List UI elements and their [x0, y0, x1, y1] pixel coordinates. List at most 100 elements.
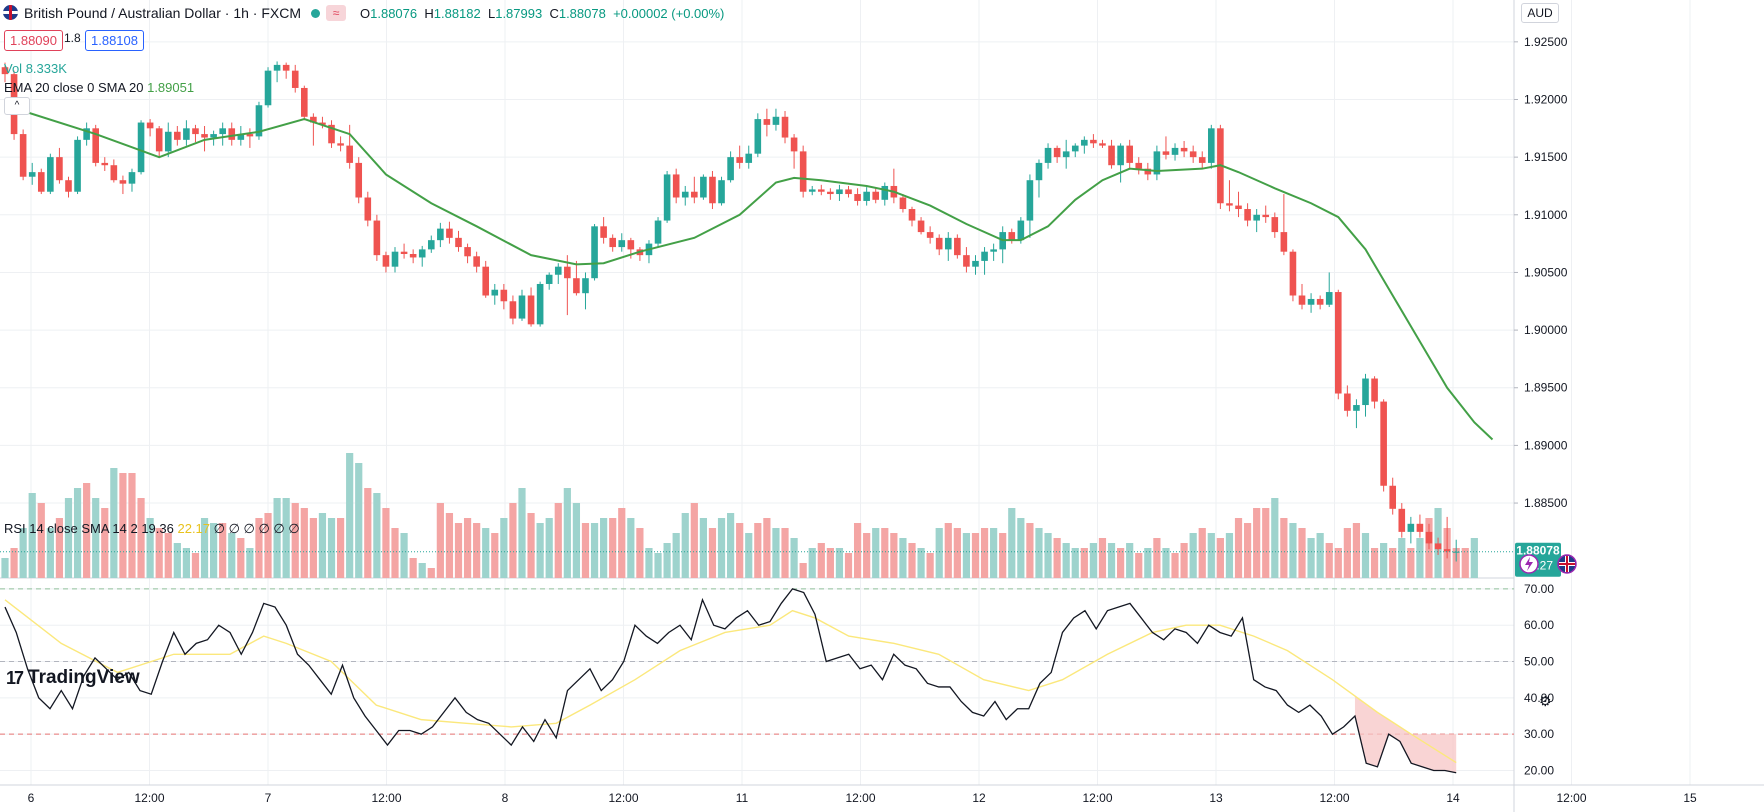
candle-body[interactable] — [1452, 551, 1460, 553]
candle-body[interactable] — [700, 176, 707, 198]
candle-body[interactable] — [1244, 209, 1251, 221]
candle-body[interactable] — [1062, 151, 1070, 158]
uk-flag-event-icon[interactable] — [1557, 554, 1577, 574]
candle-body[interactable] — [228, 128, 236, 140]
candle-body[interactable] — [981, 251, 988, 261]
candle-body[interactable] — [491, 289, 499, 296]
candle-body[interactable] — [1334, 292, 1342, 394]
candle-body[interactable] — [808, 189, 816, 192]
ema-legend[interactable]: EMA 20 close 0 SMA 20 1.89051 — [4, 80, 194, 95]
candle-body[interactable] — [418, 249, 426, 258]
candle-body[interactable] — [219, 128, 226, 135]
candle-body[interactable] — [545, 274, 553, 284]
candle-body[interactable] — [1371, 378, 1378, 402]
candle-body[interactable] — [772, 116, 780, 125]
candle-body[interactable] — [745, 153, 753, 163]
candle-body[interactable] — [210, 134, 217, 138]
candle-body[interactable] — [19, 134, 27, 177]
candle-body[interactable] — [1425, 531, 1433, 544]
candle-body[interactable] — [536, 283, 544, 325]
candle-body[interactable] — [319, 122, 326, 125]
candle-body[interactable] — [1189, 151, 1197, 158]
candle-body[interactable] — [301, 87, 308, 117]
candle-body[interactable] — [1398, 508, 1406, 532]
candle-body[interactable] — [509, 301, 517, 319]
candle-body[interactable] — [1, 67, 9, 75]
candle-body[interactable] — [908, 209, 916, 221]
candle-body[interactable] — [346, 145, 353, 163]
candle-body[interactable] — [74, 139, 81, 192]
candle-body[interactable] — [591, 226, 598, 279]
candle-body[interactable] — [1053, 147, 1061, 158]
candle-body[interactable] — [1108, 145, 1115, 166]
candle-body[interactable] — [963, 255, 970, 267]
candle-body[interactable] — [1180, 147, 1188, 152]
candle-body[interactable] — [1298, 295, 1306, 305]
candle-body[interactable] — [282, 64, 290, 71]
candle-body[interactable] — [663, 174, 671, 221]
candle-body[interactable] — [482, 266, 490, 296]
candle-body[interactable] — [1099, 143, 1106, 146]
candle-body[interactable] — [1144, 168, 1152, 175]
candle-body[interactable] — [446, 228, 453, 238]
candle-body[interactable] — [827, 191, 834, 195]
candle-body[interactable] — [1307, 298, 1315, 305]
candle-body[interactable] — [464, 247, 471, 257]
candle-body[interactable] — [863, 191, 870, 201]
candle-body[interactable] — [1353, 405, 1360, 411]
candle-body[interactable] — [1126, 145, 1133, 163]
candle-body[interactable] — [1208, 128, 1215, 163]
candle-body[interactable] — [926, 232, 934, 238]
candle-body[interactable] — [899, 197, 907, 210]
candle-body[interactable] — [56, 157, 63, 181]
candle-body[interactable] — [310, 116, 317, 123]
candle-body[interactable] — [237, 134, 245, 140]
candle-body[interactable] — [954, 237, 961, 256]
collapse-legend-button[interactable]: ^ — [4, 97, 30, 115]
candle-body[interactable] — [1117, 145, 1124, 166]
candle-body[interactable] — [1389, 485, 1397, 509]
candle-body[interactable] — [1017, 220, 1025, 241]
candle-body[interactable] — [1262, 214, 1270, 218]
candle-body[interactable] — [382, 255, 390, 267]
candle-body[interactable] — [1090, 139, 1097, 144]
candle-body[interactable] — [1198, 157, 1206, 163]
candle-body[interactable] — [437, 228, 444, 241]
candle-body[interactable] — [128, 172, 136, 184]
candle-body[interactable] — [618, 240, 626, 248]
candle-body[interactable] — [1443, 549, 1451, 552]
candle-body[interactable] — [836, 189, 843, 195]
candle-body[interactable] — [246, 134, 254, 137]
candle-body[interactable] — [681, 191, 689, 198]
candle-body[interactable] — [328, 124, 335, 144]
candle-body[interactable] — [192, 128, 199, 135]
settings-icon[interactable]: ⚙ — [1539, 693, 1552, 709]
candle-body[interactable] — [1081, 139, 1088, 146]
wave-icon[interactable]: ≈ — [326, 5, 346, 21]
candle-body[interactable] — [291, 70, 299, 88]
candle-body[interactable] — [1289, 251, 1297, 296]
candle-body[interactable] — [1071, 145, 1079, 152]
candle-body[interactable] — [1226, 203, 1233, 206]
candle-body[interactable] — [799, 151, 807, 192]
candle-body[interactable] — [1344, 393, 1351, 411]
currency-button[interactable]: AUD — [1521, 3, 1559, 23]
candle-body[interactable] — [1380, 401, 1387, 486]
candle-body[interactable] — [935, 237, 943, 250]
candle-body[interactable] — [1280, 232, 1288, 252]
symbol-title[interactable]: British Pound / Australian Dollar · 1h ·… — [24, 5, 301, 21]
candle-body[interactable] — [101, 162, 109, 166]
candle-body[interactable] — [201, 134, 208, 138]
buy-button[interactable]: 1.88108 — [85, 30, 144, 51]
candle-body[interactable] — [110, 165, 118, 181]
candle-body[interactable] — [500, 289, 508, 302]
candle-body[interactable] — [364, 197, 372, 221]
lightning-icon[interactable] — [1519, 554, 1539, 574]
candle-body[interactable] — [174, 131, 181, 140]
candle-body[interactable] — [600, 226, 607, 238]
candle-body[interactable] — [564, 266, 571, 279]
candle-body[interactable] — [183, 128, 190, 140]
candle-body[interactable] — [609, 237, 616, 248]
candle-body[interactable] — [845, 189, 852, 195]
candle-body[interactable] — [65, 180, 72, 192]
